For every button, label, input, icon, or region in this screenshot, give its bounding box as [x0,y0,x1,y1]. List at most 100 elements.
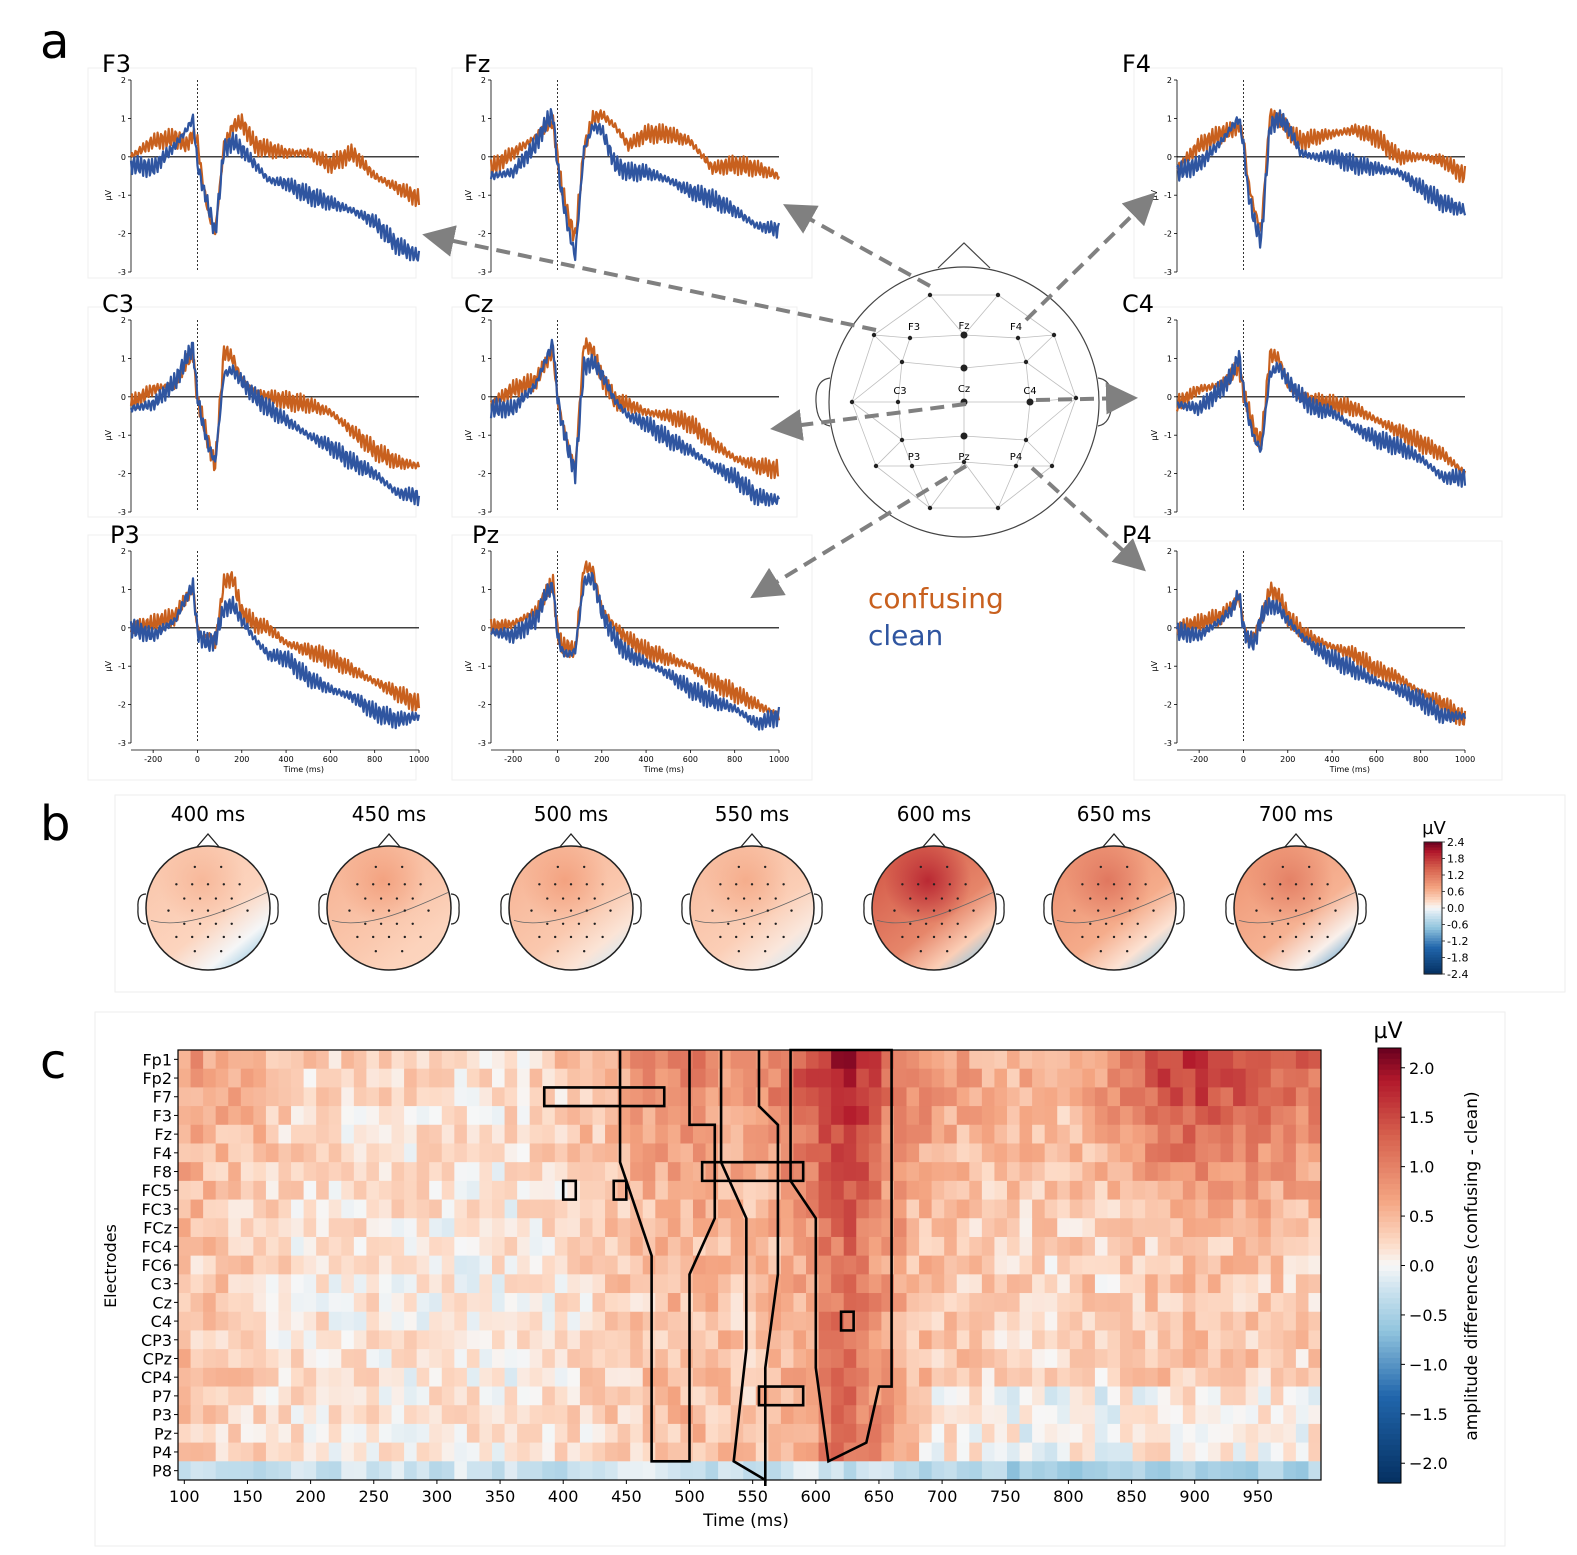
heatmap-cell [1032,1124,1046,1144]
heatmap-cell [1308,1162,1322,1182]
heatmap-cell [1220,1068,1234,1088]
heatmap-cell [981,1461,995,1481]
x-axis-label: Time (ms) [643,765,684,774]
heatmap-cell [906,1236,920,1257]
heatmap-cell [253,1087,267,1107]
topo-electrode [734,935,738,939]
heatmap-cell [705,1124,719,1144]
heatmap-cell [416,1405,430,1425]
heatmap-cell [680,1461,694,1481]
heatmap-cell [1220,1218,1234,1238]
topo-electrode [1263,883,1266,886]
electrode-dot [899,359,905,365]
heatmap-cell [466,1124,480,1144]
heatmap-cell [504,1386,518,1406]
heatmap-cell [429,1087,443,1107]
heatmap-cell [391,1199,405,1219]
heatmap-cell [1145,1180,1159,1201]
heatmap-cell [178,1180,192,1201]
heatmap-cell [831,1124,845,1144]
heatmap-cell [215,1087,229,1107]
heatmap-cell [366,1255,380,1275]
colorbar-cell [1378,1472,1401,1479]
heatmap-cell [215,1106,229,1126]
heatmap-cell [680,1423,694,1444]
topo-electrode [219,950,223,953]
heatmap-cell [265,1349,279,1369]
heatmap-cell [579,1180,593,1201]
heatmap-cell [353,1349,367,1369]
heatmap-cell [667,1180,681,1201]
colorbar-tick-label: −0.5 [1409,1306,1448,1325]
heatmap-cell [893,1124,908,1144]
heatmap-cell [492,1180,506,1201]
heatmap-cell [466,1386,480,1406]
heatmap-cell [1082,1068,1096,1088]
heatmap-cell [341,1068,355,1088]
heatmap-cell [919,1367,933,1388]
heatmap-cell [1094,1218,1108,1238]
heatmap-cell [981,1050,995,1070]
heatmap-cell [291,1050,305,1070]
heatmap-cell [981,1405,995,1425]
heatmap-cell [718,1293,732,1313]
heatmap-cell [178,1423,192,1444]
heatmap-cell [692,1162,707,1182]
heatmap-cell [881,1442,895,1462]
heatmap-cell [680,1386,694,1406]
heatmap-cell [404,1311,418,1331]
heatmap-cell [416,1124,430,1144]
heatmap-cell [240,1199,254,1219]
heatmap-cell [843,1050,857,1070]
heatmap-cell [178,1106,192,1126]
heatmap-cell [542,1330,556,1350]
heatmap-cell [1182,1124,1196,1144]
heatmap-cell [278,1255,292,1275]
heatmap-cell [178,1386,192,1406]
y-axis-label: µV [464,429,473,440]
heatmap-cell [404,1423,418,1444]
heatmap-cell [1182,1367,1196,1388]
heatmap-cell [617,1236,631,1257]
heatmap-cell [542,1311,556,1331]
heatmap-cell [931,1274,945,1294]
heatmap-cell [944,1311,958,1331]
electrode-label-P4: P4 [152,1443,172,1462]
heatmap-cell [743,1106,757,1126]
heatmap-cell [328,1367,342,1388]
heatmap-cell [454,1293,468,1313]
heatmap-cell [1082,1442,1096,1462]
heatmap-cell [981,1106,995,1126]
heatmap-cell [517,1068,531,1088]
heatmap-cell [265,1087,279,1107]
heatmap-cell [504,1442,518,1462]
heatmap-cell [843,1293,857,1313]
heatmap-cell [353,1068,367,1088]
topo-electrode [1125,865,1129,869]
heatmap-cell [303,1124,317,1144]
heatmap-cell [906,1255,920,1275]
colorbar-cell [1378,1222,1401,1229]
heatmap-cell [1308,1311,1322,1331]
colorbar-cell [1378,1466,1401,1473]
heatmap-cell [1107,1311,1121,1331]
heatmap-cell [768,1442,782,1462]
heatmap-cell [1258,1106,1272,1126]
electrode-label-C3: C3 [893,386,906,397]
heatmap-cell [831,1236,845,1257]
topo-electrode [1307,950,1311,953]
erp-trace-clean [489,338,781,507]
topo-electrode [403,883,407,886]
heatmap-cell [466,1106,480,1126]
heatmap-cell [1019,1293,1033,1313]
heatmap-cell [1182,1405,1196,1425]
topo-peak [872,846,996,970]
heatmap-cell [655,1349,669,1369]
heatmap-cell [1044,1143,1058,1163]
cluster-outline [839,1310,855,1332]
colorbar-cell [1424,971,1442,975]
heatmap-cell [529,1349,543,1369]
heatmap-cell [831,1199,845,1219]
y-tick-label: 2 [121,547,126,556]
heatmap-cell [931,1461,945,1481]
